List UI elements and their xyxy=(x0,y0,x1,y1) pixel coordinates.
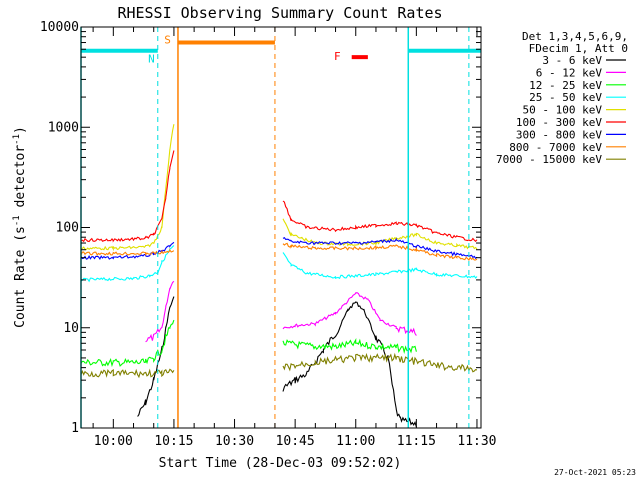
legend: Det 1,3,4,5,6,9,FDecim 1, Att 03 - 6 keV… xyxy=(496,30,628,166)
y-tick-label-1: 10 xyxy=(63,321,79,336)
flag-label-2: S xyxy=(164,34,171,47)
y-tick-label-0: 1 xyxy=(71,421,79,436)
x-tick-label-6: 11:30 xyxy=(457,434,496,449)
legend-label-6: 300 - 800 keV xyxy=(516,128,602,141)
x-axis-label: Start Time (28-Dec-03 09:52:02) xyxy=(159,456,402,471)
series-line-1 xyxy=(145,280,417,343)
x-tick-label-5: 11:15 xyxy=(397,434,436,449)
y-axis-label: Count Rate (s-1 detector-1) xyxy=(12,126,28,328)
x-tick-label-2: 10:30 xyxy=(215,434,254,449)
legend-label-0: 3 - 6 keV xyxy=(542,54,602,67)
axis-layer: 1 10 100 1000 10000 10:00 10:15 10:30 10:45 11:00… xyxy=(40,20,497,449)
legend-label-2: 12 - 25 keV xyxy=(529,79,602,92)
series-line-6 xyxy=(80,237,478,261)
legend-label-8: 7000 - 15000 keV xyxy=(496,153,602,166)
legend-label-1: 6 - 12 keV xyxy=(536,66,603,79)
y-tick-label-4: 10000 xyxy=(40,20,79,35)
footer-date: 27-Oct-2021 05:23 xyxy=(554,468,636,477)
ylabel-sup2: -1 xyxy=(12,134,22,145)
flag-label-0: N xyxy=(148,53,155,66)
ylabel-main: Count Rate (s xyxy=(13,226,28,328)
series-line-8 xyxy=(80,352,478,379)
legend-header-0: Det 1,3,4,5,6,9, xyxy=(522,30,628,43)
x-tick-label-1: 10:15 xyxy=(154,434,193,449)
ylabel-end: ) xyxy=(13,126,28,134)
ylabel-mid: detector xyxy=(13,145,28,216)
legend-label-4: 50 - 100 keV xyxy=(523,104,603,117)
x-tick-label-4: 11:00 xyxy=(336,434,375,449)
series-line-4 xyxy=(80,124,478,252)
flag-layer: NS F xyxy=(80,27,481,428)
y-tick-label-3: 1000 xyxy=(48,120,79,135)
x-tick-label-0: 10:00 xyxy=(94,434,133,449)
series-line-0 xyxy=(137,296,417,428)
legend-label-3: 25 - 50 keV xyxy=(529,91,602,104)
series-line-2 xyxy=(80,319,417,368)
series-line-7 xyxy=(80,242,478,261)
svg-text:Count Rate (s-1 detector-1): Count Rate (s-1 detector-1) xyxy=(12,126,28,328)
legend-header-1: FDecim 1, Att 0 xyxy=(529,42,628,55)
series-line-3 xyxy=(80,245,478,283)
plot-frame xyxy=(80,26,482,429)
series-line-5 xyxy=(80,150,478,243)
x-tick-label-3: 10:45 xyxy=(276,434,315,449)
legend-label-7: 800 - 7000 keV xyxy=(509,141,602,154)
series-layer xyxy=(80,124,478,428)
y-tick-label-2: 100 xyxy=(56,221,79,236)
legend-label-5: 100 - 300 keV xyxy=(516,116,602,129)
flag-label-3: F xyxy=(334,50,341,63)
ylabel-sup1: -1 xyxy=(12,215,22,226)
chart-title: RHESSI Observing Summary Count Rates xyxy=(117,4,442,22)
